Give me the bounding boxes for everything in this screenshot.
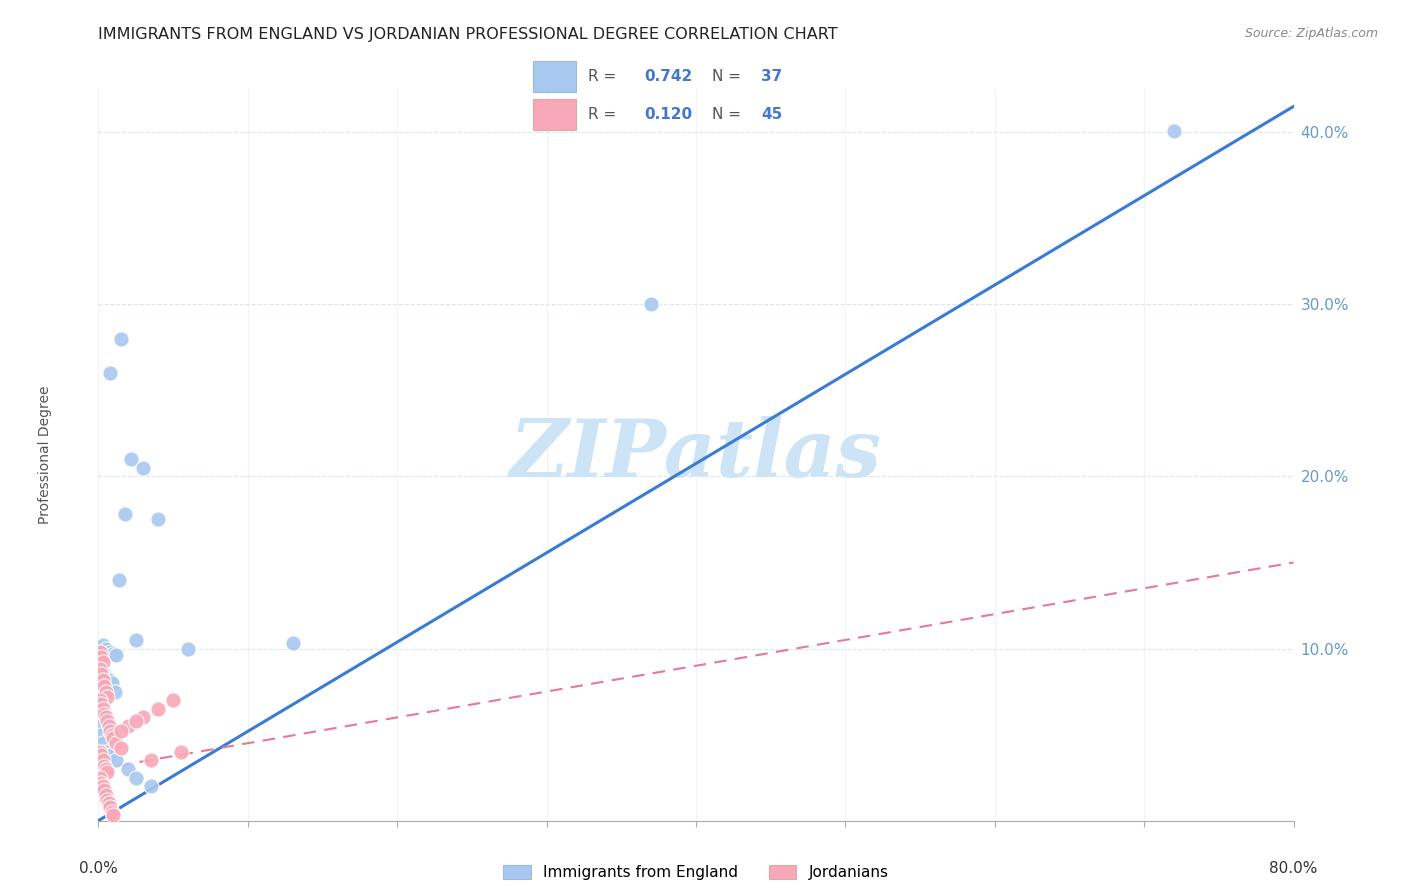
Text: 0.0%: 0.0% <box>79 861 118 876</box>
Text: N =: N = <box>711 107 745 122</box>
Point <box>101 805 124 819</box>
Point <box>93 667 115 681</box>
Point <box>89 702 111 716</box>
Point <box>120 452 142 467</box>
Point <box>96 690 118 704</box>
Point <box>97 797 120 811</box>
Point <box>110 741 132 756</box>
Point <box>105 736 128 750</box>
Point <box>139 753 162 767</box>
Point <box>97 719 120 733</box>
Point <box>91 697 114 711</box>
Point <box>89 693 111 707</box>
Point <box>90 650 112 665</box>
Point <box>110 332 132 346</box>
Point <box>91 736 114 750</box>
Point <box>117 719 139 733</box>
Text: 0.120: 0.120 <box>644 107 692 122</box>
Point <box>90 697 112 711</box>
Point <box>90 728 112 742</box>
Point <box>91 673 114 687</box>
Point <box>91 779 114 793</box>
Point <box>96 671 118 685</box>
Point <box>1163 123 1185 137</box>
Point <box>94 710 117 724</box>
Point <box>103 808 125 822</box>
Point <box>94 762 117 776</box>
Point <box>93 758 115 772</box>
Legend: Immigrants from England, Jordanians: Immigrants from England, Jordanians <box>498 859 894 886</box>
Point <box>96 714 118 728</box>
Text: 0.742: 0.742 <box>644 69 692 84</box>
Point <box>104 684 127 698</box>
Text: N =: N = <box>711 69 745 84</box>
Text: Professional Degree: Professional Degree <box>38 385 52 524</box>
Point <box>110 724 132 739</box>
Text: ZIPatlas: ZIPatlas <box>510 417 882 493</box>
Point <box>93 680 115 694</box>
Point <box>177 641 200 656</box>
Text: R =: R = <box>588 107 621 122</box>
Point <box>103 731 125 745</box>
Text: IMMIGRANTS FROM ENGLAND VS JORDANIAN PROFESSIONAL DEGREE CORRELATION CHART: IMMIGRANTS FROM ENGLAND VS JORDANIAN PRO… <box>98 27 838 42</box>
Point <box>162 693 184 707</box>
FancyBboxPatch shape <box>533 99 576 130</box>
Point <box>640 297 662 311</box>
Point <box>103 647 125 661</box>
Point <box>90 748 112 763</box>
Point <box>125 714 148 728</box>
Point <box>139 779 162 793</box>
Point <box>93 710 115 724</box>
Point <box>101 728 124 742</box>
Point <box>98 645 122 659</box>
Point <box>94 641 117 656</box>
Point <box>89 662 111 676</box>
Point <box>98 748 122 763</box>
Text: Source: ZipAtlas.com: Source: ZipAtlas.com <box>1244 27 1378 40</box>
Point <box>89 771 111 785</box>
Text: 80.0%: 80.0% <box>1270 861 1317 876</box>
Point <box>101 676 124 690</box>
Point <box>90 667 112 681</box>
Point <box>114 508 136 522</box>
Point <box>117 762 139 776</box>
Point <box>89 655 111 669</box>
Point <box>132 460 155 475</box>
Point <box>96 793 118 807</box>
Point <box>90 662 112 676</box>
Point <box>91 753 114 767</box>
Point <box>98 366 122 380</box>
Point <box>93 782 115 797</box>
Point <box>93 706 115 721</box>
Point <box>97 673 120 687</box>
Point <box>90 690 112 704</box>
Point <box>98 724 122 739</box>
Point <box>94 788 117 802</box>
Point <box>89 719 111 733</box>
Point <box>91 655 114 669</box>
Point <box>281 636 304 650</box>
Point <box>148 512 170 526</box>
Point <box>105 753 128 767</box>
Point <box>90 776 112 790</box>
Point <box>89 745 111 759</box>
FancyBboxPatch shape <box>533 62 576 92</box>
Point <box>89 645 111 659</box>
Point <box>108 573 131 587</box>
Point <box>91 638 114 652</box>
Point <box>125 771 148 785</box>
Text: 37: 37 <box>762 69 783 84</box>
Point <box>125 632 148 647</box>
Point <box>169 745 191 759</box>
Point <box>132 710 155 724</box>
Point <box>105 648 128 663</box>
Text: 45: 45 <box>762 107 783 122</box>
Point <box>96 765 118 780</box>
Point <box>98 800 122 814</box>
Point <box>148 702 170 716</box>
Point <box>91 702 114 716</box>
Point <box>94 745 117 759</box>
Text: R =: R = <box>588 69 621 84</box>
Point <box>94 684 117 698</box>
